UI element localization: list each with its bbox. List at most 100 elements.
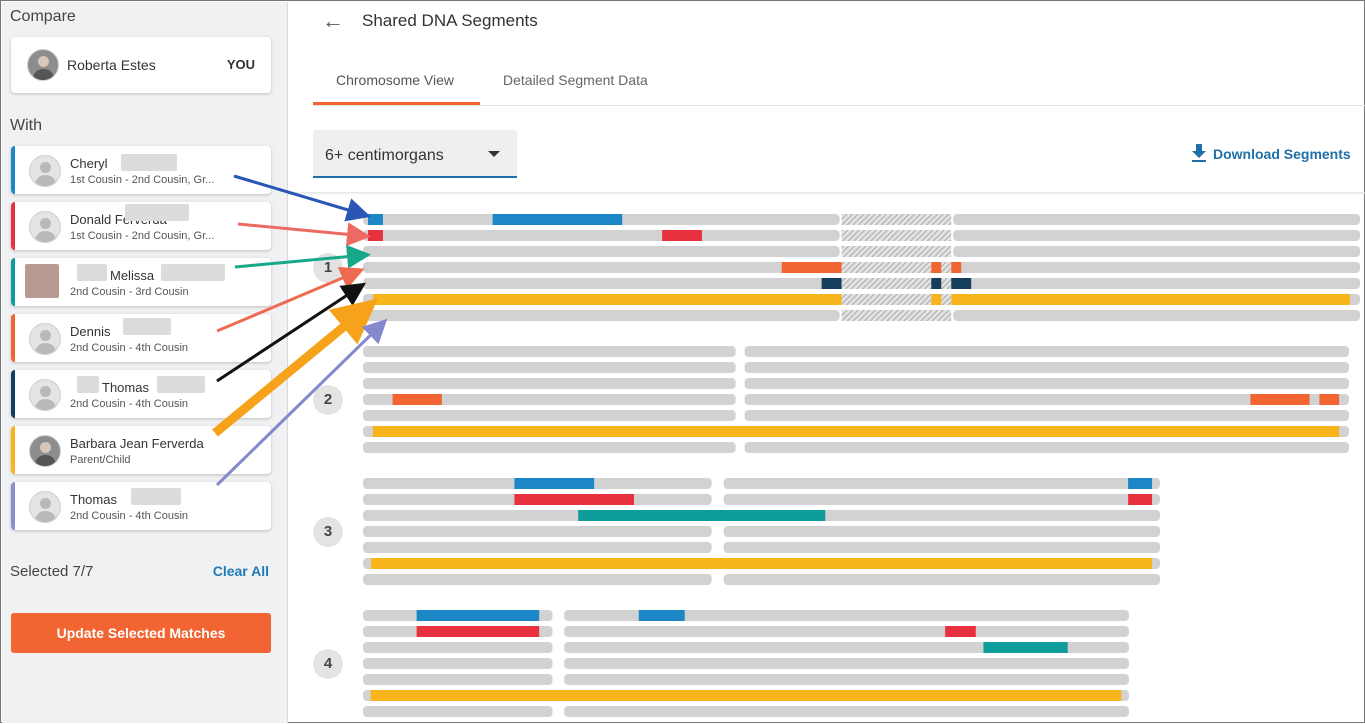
update-selected-matches-button[interactable]: Update Selected Matches bbox=[11, 613, 271, 653]
match-card[interactable]: Thomas 2nd Cousin - 4th Cousin bbox=[11, 370, 271, 418]
match-relationship: 2nd Cousin - 4th Cousin bbox=[70, 398, 189, 410]
chromosome-bar bbox=[744, 362, 1349, 373]
shared-segment bbox=[370, 690, 1122, 701]
chromosome-bar bbox=[363, 442, 736, 453]
chromosome-bar bbox=[363, 246, 840, 257]
sidebar: Compare Roberta Estes YOU With Cheryl 1st… bbox=[2, 2, 288, 723]
chromosome-bar bbox=[953, 230, 1360, 241]
shared-segment bbox=[931, 294, 942, 305]
shared-segment bbox=[367, 230, 383, 241]
chromosome-bar bbox=[363, 310, 840, 321]
match-relationship: 2nd Cousin - 3rd Cousin bbox=[70, 286, 189, 298]
chromosome-bar bbox=[363, 410, 736, 421]
chromosome-bar bbox=[363, 674, 553, 685]
chromosome-bar bbox=[363, 230, 840, 241]
shared-segment bbox=[416, 626, 540, 637]
shared-segment bbox=[951, 294, 1351, 305]
tab-chromosome-view[interactable]: Chromosome View bbox=[336, 72, 455, 88]
redacted-name-block bbox=[121, 154, 177, 171]
chromosome-bar bbox=[953, 278, 1360, 289]
tab-detailed-segment-data[interactable]: Detailed Segment Data bbox=[503, 72, 648, 88]
match-color-bar bbox=[11, 314, 15, 362]
shared-segment bbox=[372, 426, 1340, 437]
shared-segment bbox=[1319, 394, 1340, 405]
chromosome-bar bbox=[744, 410, 1349, 421]
chromosome-bar bbox=[564, 626, 1129, 637]
shared-segment bbox=[945, 626, 976, 637]
match-card[interactable]: Melissa 2nd Cousin - 3rd Cousin bbox=[11, 258, 271, 306]
person-placeholder-icon bbox=[29, 323, 61, 355]
shared-segment bbox=[951, 262, 962, 273]
redacted-name-block bbox=[77, 264, 107, 281]
match-name: Barbara Jean Ferverda bbox=[70, 436, 204, 451]
you-badge: YOU bbox=[226, 57, 255, 72]
tabs-divider bbox=[313, 105, 1365, 106]
chromosome-bar bbox=[744, 346, 1349, 357]
chromosome-bar bbox=[953, 310, 1360, 321]
match-relationship: 1st Cousin - 2nd Cousin, Gr... bbox=[70, 230, 215, 242]
match-color-bar bbox=[11, 202, 15, 250]
you-card: Roberta Estes YOU bbox=[11, 37, 271, 93]
back-arrow-icon[interactable]: ← bbox=[322, 8, 344, 33]
person-placeholder-icon bbox=[29, 491, 61, 523]
chromosome-bar bbox=[363, 574, 712, 585]
clear-all-link[interactable]: Clear All bbox=[212, 563, 269, 579]
chromosome-browser bbox=[363, 214, 1360, 717]
shared-segment bbox=[492, 214, 623, 225]
person-placeholder-icon bbox=[29, 155, 61, 187]
chromosome-bar bbox=[723, 526, 1160, 537]
shared-segment bbox=[662, 230, 702, 241]
chromosome-bar bbox=[363, 378, 736, 389]
centimorgan-filter-select[interactable]: 6+ centimorgans bbox=[313, 130, 517, 178]
chromosome-bar bbox=[953, 262, 1360, 273]
match-relationship: 1st Cousin - 2nd Cousin, Gr... bbox=[70, 174, 215, 186]
shared-segment bbox=[1250, 394, 1310, 405]
shared-segment bbox=[931, 262, 942, 273]
chromosome-bar bbox=[744, 442, 1349, 453]
chromosome-bar bbox=[363, 658, 553, 669]
redacted-name-block bbox=[157, 376, 205, 393]
match-photo bbox=[29, 435, 61, 467]
match-color-bar bbox=[11, 426, 15, 474]
redacted-name-block bbox=[131, 488, 181, 505]
shared-segment bbox=[578, 510, 826, 521]
chromosome-bar bbox=[723, 574, 1160, 585]
chromosome-bar bbox=[953, 214, 1360, 225]
chromosome-bar bbox=[723, 542, 1160, 553]
match-card[interactable]: Dennis 2nd Cousin - 4th Cousin bbox=[11, 314, 271, 362]
shared-segment bbox=[983, 642, 1068, 653]
header-shadow bbox=[289, 192, 1365, 195]
shared-segment bbox=[372, 294, 842, 305]
download-segments-button[interactable]: Download Segments bbox=[1191, 144, 1351, 165]
chromosome-bar bbox=[363, 262, 840, 273]
shared-segment bbox=[1128, 478, 1153, 489]
match-relationship: 2nd Cousin - 4th Cousin bbox=[70, 342, 189, 354]
chromosome-bar bbox=[363, 346, 736, 357]
redacted-name-block bbox=[123, 318, 171, 335]
shared-segment bbox=[370, 558, 1153, 569]
chromosome-bar bbox=[723, 478, 1160, 489]
match-card[interactable]: Barbara Jean Ferverda Parent/Child bbox=[11, 426, 271, 474]
chromosome-number: 3 bbox=[313, 517, 343, 547]
you-name: Roberta Estes bbox=[67, 57, 156, 73]
chromosome-bar bbox=[953, 246, 1360, 257]
chromosome-number: 1 bbox=[313, 253, 343, 283]
match-card[interactable]: Donald Ferverda 1st Cousin - 2nd Cousin, … bbox=[11, 202, 271, 250]
shared-segment bbox=[821, 278, 842, 289]
centromere-region bbox=[841, 278, 952, 289]
shared-segment bbox=[638, 610, 685, 621]
chromosome-bar bbox=[363, 706, 553, 717]
match-card[interactable]: Cheryl 1st Cousin - 2nd Cousin, Gr... bbox=[11, 146, 271, 194]
chromosome-bar bbox=[564, 674, 1129, 685]
chromosome-bar bbox=[744, 394, 1349, 405]
match-name: Thomas bbox=[102, 380, 149, 395]
redacted-name-block bbox=[125, 204, 189, 221]
centromere-region bbox=[841, 262, 952, 273]
chromosome-number: 2 bbox=[313, 385, 343, 415]
shared-segment bbox=[781, 262, 842, 273]
chromosome-bar bbox=[723, 510, 1160, 521]
match-relationship: 2nd Cousin - 4th Cousin bbox=[70, 510, 189, 522]
centromere-region bbox=[841, 214, 952, 225]
match-card[interactable]: Thomas 2nd Cousin - 4th Cousin bbox=[11, 482, 271, 530]
filter-selected-value: 6+ centimorgans bbox=[325, 147, 444, 164]
